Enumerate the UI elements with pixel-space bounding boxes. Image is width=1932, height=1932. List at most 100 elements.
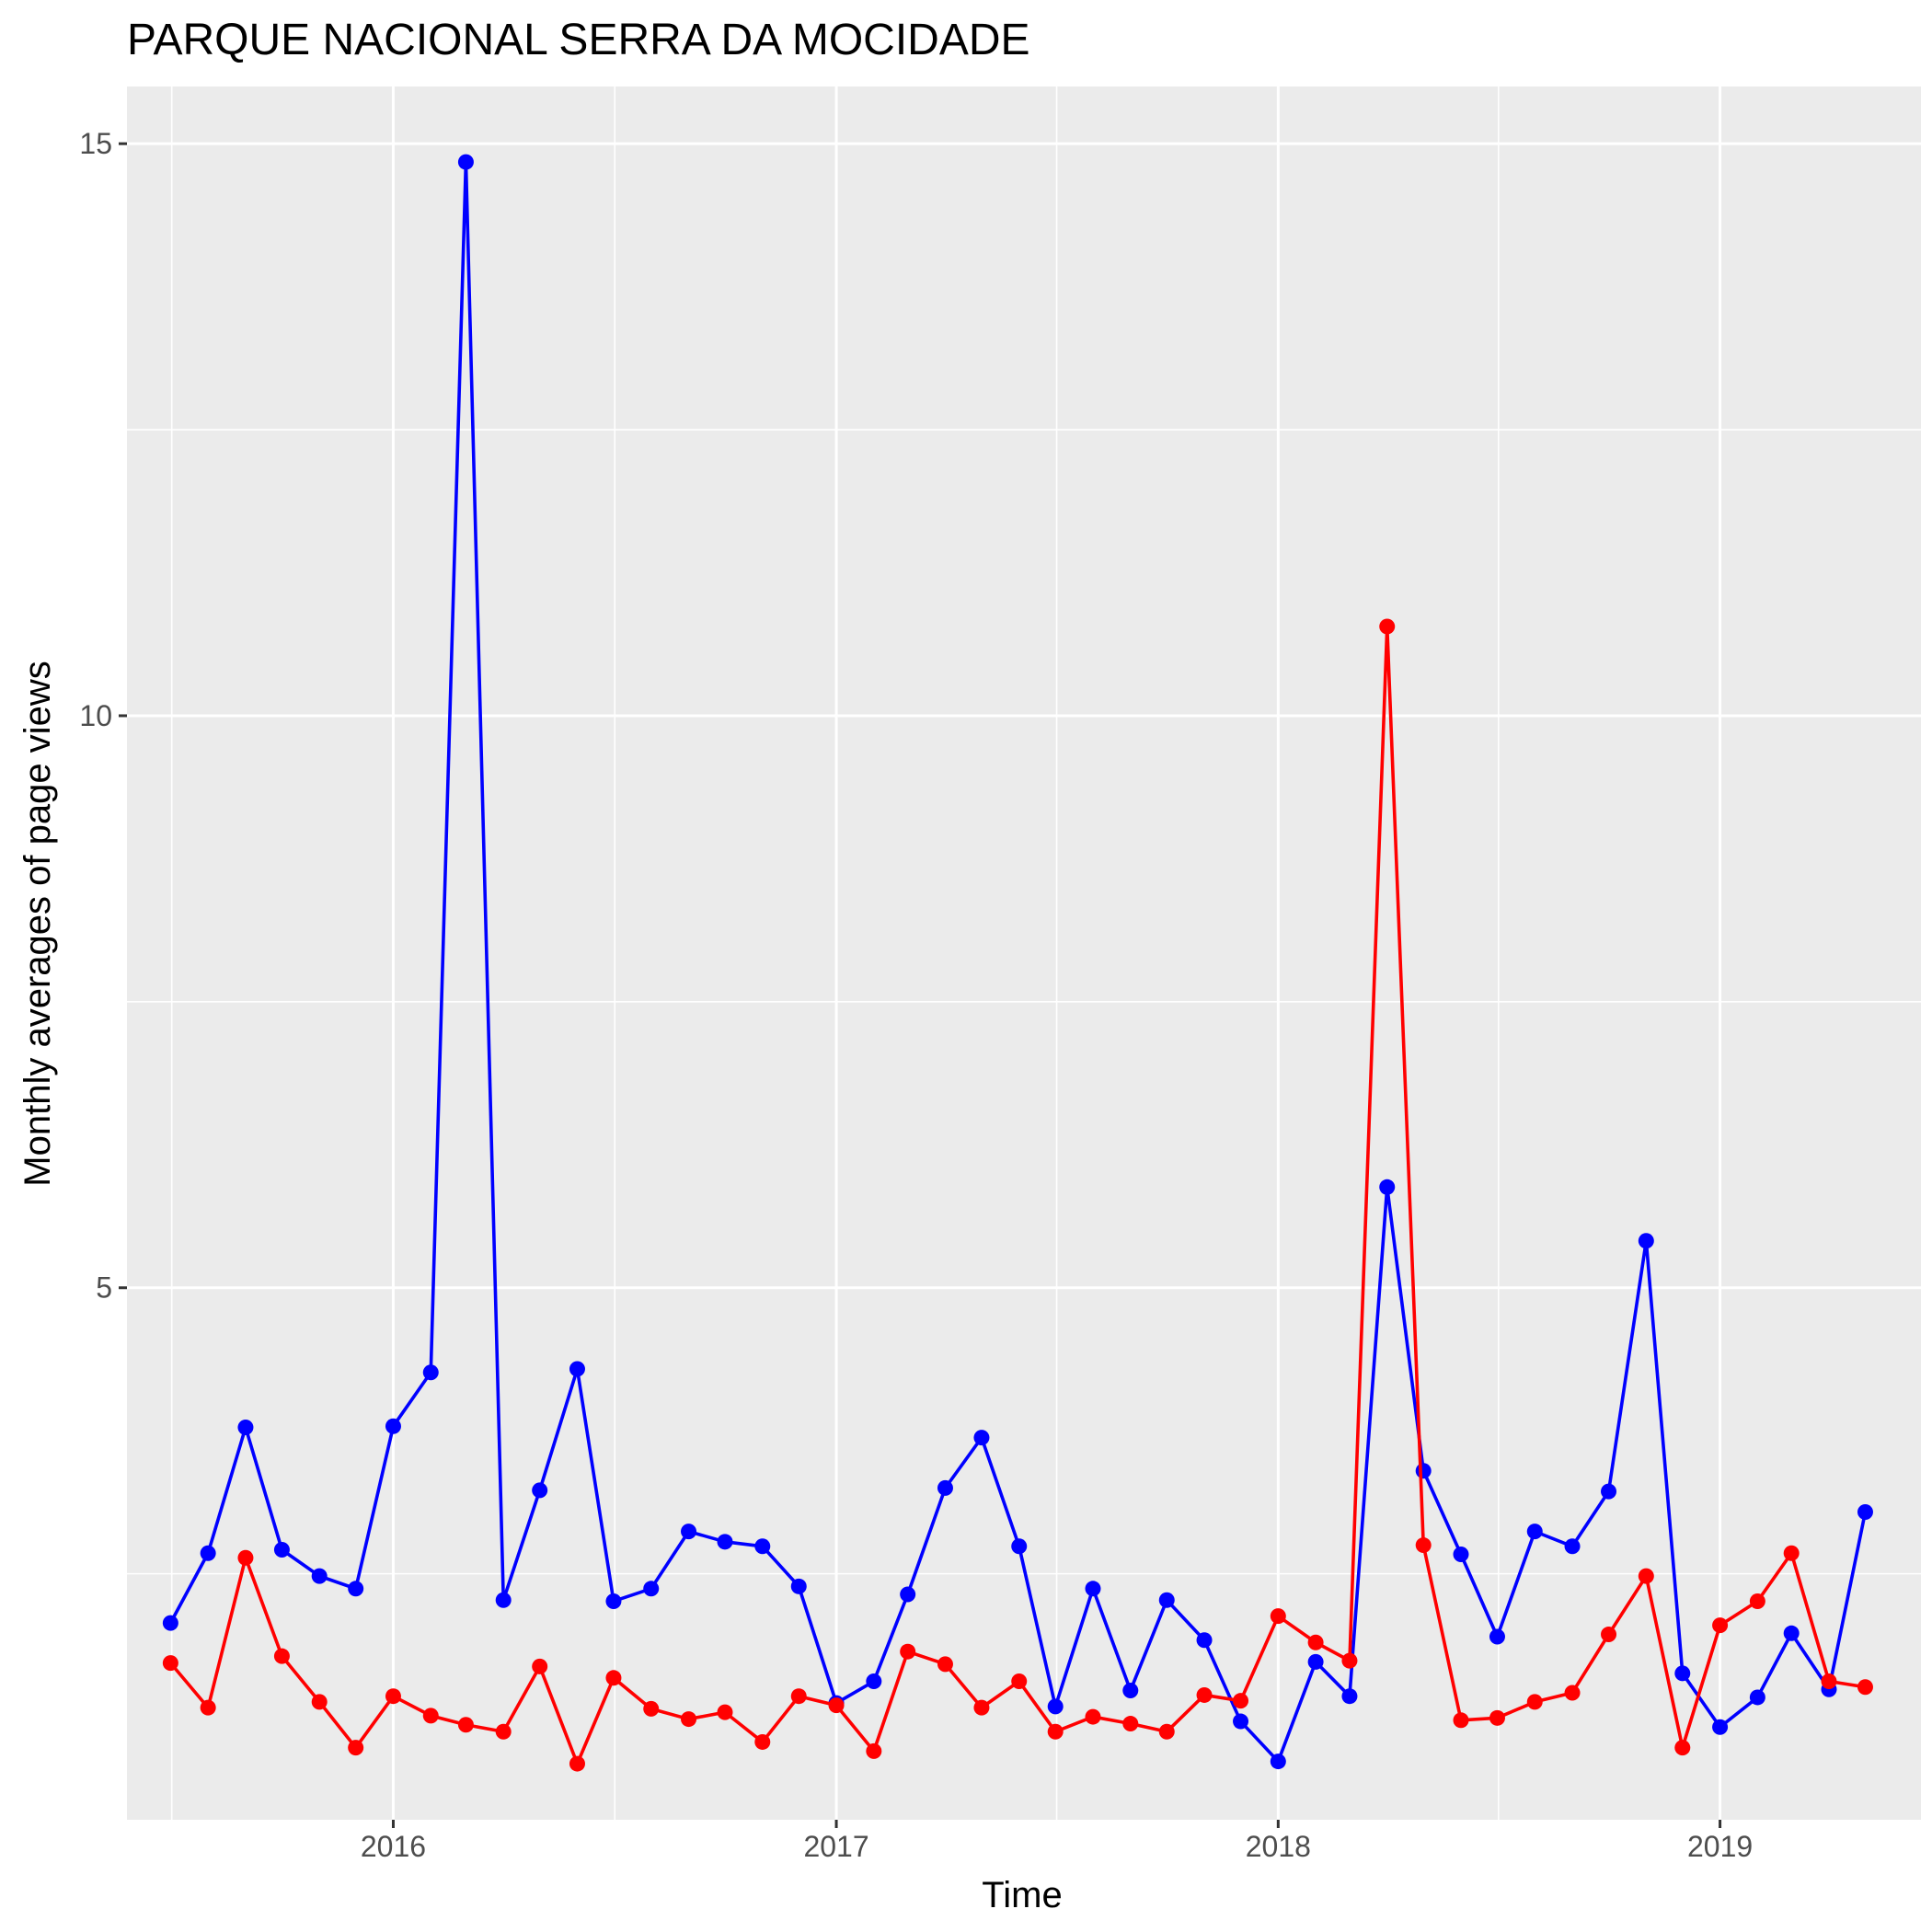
series-2-point <box>1712 1617 1729 1634</box>
series-1-point <box>1526 1524 1543 1540</box>
series-1-point <box>1085 1581 1101 1597</box>
series-1-point <box>605 1593 622 1609</box>
series-2-point <box>717 1704 733 1720</box>
series-2-point <box>532 1658 548 1674</box>
series-1-point <box>1489 1628 1505 1645</box>
series-2-point <box>1601 1627 1617 1643</box>
series-2-point <box>1783 1545 1800 1561</box>
series-1-point <box>1674 1665 1691 1682</box>
series-1-point <box>1453 1546 1469 1562</box>
series-1-point <box>681 1524 697 1540</box>
series-2-point <box>605 1670 622 1686</box>
series-2-point <box>311 1694 328 1710</box>
series-2-point <box>457 1717 474 1733</box>
series-2-point <box>1415 1537 1432 1554</box>
x-axis-title: Time <box>982 1875 1062 1915</box>
minor-gridlines <box>127 86 1921 1820</box>
series-1-point <box>973 1430 990 1446</box>
series-1-point <box>200 1545 216 1561</box>
series-2-point <box>1158 1723 1175 1740</box>
series-2 <box>162 618 1873 1772</box>
series-2-point <box>1233 1693 1249 1709</box>
series-1-point <box>866 1673 882 1690</box>
series-1-point <box>422 1364 439 1381</box>
series-2-point <box>1857 1679 1873 1696</box>
series-2-point <box>422 1708 439 1724</box>
series-2-point <box>1749 1593 1765 1609</box>
series-2-point <box>1821 1673 1837 1690</box>
y-tick-label: 5 <box>96 1271 112 1305</box>
series-2-point <box>162 1655 178 1672</box>
series-2-point <box>900 1643 916 1660</box>
series-2-point <box>1341 1652 1358 1669</box>
series-2-point <box>1085 1708 1101 1725</box>
series-2-point <box>1453 1712 1469 1729</box>
series-1-point <box>1564 1538 1581 1555</box>
x-tick-label: 2017 <box>803 1830 868 1863</box>
series-1-point <box>1011 1538 1028 1555</box>
plot-panel <box>127 86 1921 1820</box>
major-gridlines <box>127 86 1921 1820</box>
series-1-point <box>495 1592 512 1608</box>
series-1-point <box>1270 1754 1286 1770</box>
series-2-point <box>200 1699 216 1716</box>
series-1-point <box>1857 1503 1873 1520</box>
y-tick-label: 15 <box>79 127 112 160</box>
series-1-point <box>937 1479 953 1496</box>
series-2-point <box>1564 1685 1581 1701</box>
series-2-point <box>643 1700 660 1717</box>
series-1-point <box>311 1568 328 1584</box>
series-1-point <box>1712 1719 1729 1735</box>
series-2-point <box>754 1733 771 1750</box>
series-2-point <box>1122 1716 1139 1732</box>
series-2-point <box>1196 1686 1213 1703</box>
x-tick-label: 2019 <box>1687 1830 1753 1863</box>
series-2-point <box>1638 1568 1654 1584</box>
series-2-point <box>790 1688 807 1705</box>
series-1-point <box>1122 1682 1139 1698</box>
series-1-point <box>1047 1698 1064 1715</box>
series-1-point <box>237 1419 254 1435</box>
series-2-point <box>828 1697 845 1714</box>
series-1-point <box>1341 1688 1358 1705</box>
series-1-point <box>1783 1625 1800 1641</box>
series-2-point <box>237 1549 254 1566</box>
series-2-point <box>1674 1740 1691 1756</box>
series-2-point <box>1047 1723 1064 1740</box>
series-1-point <box>643 1581 660 1597</box>
series-1-point <box>1307 1653 1324 1670</box>
series-1-point <box>273 1542 290 1558</box>
series-1-point <box>1158 1592 1175 1608</box>
y-axis-title: Monthly averages of page views <box>17 661 58 1186</box>
series-2-point <box>937 1656 953 1673</box>
series-2-point <box>973 1699 990 1716</box>
series-1-point <box>1379 1179 1396 1195</box>
series-2-point <box>1307 1634 1324 1650</box>
series-2-point <box>866 1742 882 1759</box>
series-2-point <box>348 1740 364 1756</box>
series-1-point <box>754 1538 771 1555</box>
series-1-point <box>790 1578 807 1594</box>
series-1 <box>162 154 1873 1770</box>
series-2-point <box>273 1648 290 1664</box>
series-layer <box>162 154 1873 1772</box>
series-1-point <box>162 1615 178 1631</box>
series-2-point <box>1526 1694 1543 1710</box>
x-tick-label: 2018 <box>1246 1830 1311 1863</box>
series-2-point <box>1270 1608 1286 1625</box>
series-1-point <box>717 1534 733 1550</box>
series-2-point <box>385 1688 401 1705</box>
series-1-point <box>1601 1483 1617 1500</box>
series-1-point <box>569 1361 585 1377</box>
series-2-point <box>1379 618 1396 635</box>
series-1-point <box>1415 1463 1432 1479</box>
series-1-point <box>900 1586 916 1603</box>
series-1-point <box>532 1482 548 1499</box>
axes: 5 10 15 2016 2017 2018 2019 <box>79 127 1753 1863</box>
series-2-point <box>681 1711 697 1728</box>
series-1-point <box>457 154 474 170</box>
x-tick-label: 2016 <box>361 1830 426 1863</box>
series-2-point <box>495 1723 512 1740</box>
